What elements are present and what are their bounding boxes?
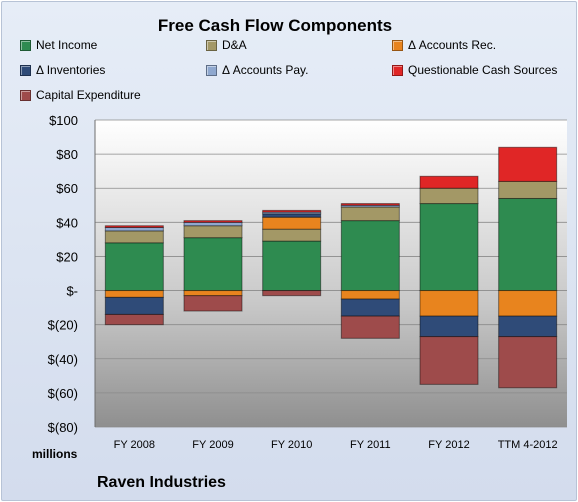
y-tick-label: $(20) bbox=[48, 318, 78, 333]
bar-accounts-rec-fy-2012 bbox=[419, 290, 479, 317]
legend-label: D&A bbox=[222, 38, 247, 52]
bar-accounts-rec-fy-2011 bbox=[340, 290, 400, 300]
bar-inventories-fy-2011 bbox=[340, 298, 400, 317]
bar-capital-expenditure-fy-2009 bbox=[183, 295, 243, 312]
plot-area bbox=[95, 120, 567, 427]
bar-capital-expenditure-fy-2011 bbox=[340, 315, 400, 339]
y-tick-label: $- bbox=[66, 284, 78, 299]
legend-swatch bbox=[20, 89, 31, 101]
bar-d-a-fy-2009 bbox=[183, 225, 243, 239]
bar-net-income-fy-2008 bbox=[104, 242, 164, 292]
legend-swatch bbox=[392, 39, 403, 51]
y-tick-label: $100 bbox=[49, 113, 78, 128]
legend-swatch bbox=[20, 64, 31, 76]
legend-item-accounts-pay: Δ Accounts Pay. bbox=[206, 62, 309, 78]
x-tick-label: FY 2010 bbox=[271, 439, 312, 451]
legend-item-questionable-cash-sources: Questionable Cash Sources bbox=[392, 62, 557, 78]
bar-capital-expenditure-fy-2008 bbox=[104, 313, 164, 326]
bar-d-a-fy-2011 bbox=[340, 206, 400, 222]
bar-questionable-cash-sources-fy-2009 bbox=[183, 220, 243, 223]
legend-item-accounts-rec: Δ Accounts Rec. bbox=[392, 37, 496, 53]
y-tick-label: $20 bbox=[56, 249, 78, 264]
bar-inventories-fy-2010 bbox=[262, 213, 322, 218]
legend-item-capital-expenditure: Capital Expenditure bbox=[20, 87, 141, 103]
legend-label: Δ Accounts Pay. bbox=[222, 63, 309, 77]
legend-swatch bbox=[20, 39, 31, 51]
y-tick-label: $40 bbox=[56, 215, 78, 230]
legend-item-d-a: D&A bbox=[206, 37, 247, 53]
y-tick-label: $60 bbox=[56, 181, 78, 196]
bar-questionable-cash-sources-fy-2011 bbox=[340, 203, 400, 206]
y-tick-label: $(60) bbox=[48, 386, 78, 401]
legend-label: Δ Inventories bbox=[36, 63, 106, 77]
bar-accounts-pay-fy-2010 bbox=[262, 211, 322, 215]
x-tick-label: TTM 4-2012 bbox=[498, 439, 558, 451]
legend-item-inventories: Δ Inventories bbox=[20, 62, 105, 78]
y-tick-label: $80 bbox=[56, 147, 78, 162]
y-tick-label: $(40) bbox=[48, 352, 78, 367]
bar-accounts-rec-fy-2009 bbox=[183, 290, 243, 297]
x-tick-label: FY 2009 bbox=[192, 439, 233, 451]
bar-capital-expenditure-fy-2010 bbox=[262, 290, 322, 297]
bar-questionable-cash-sources-fy-2010 bbox=[262, 209, 322, 213]
x-tick-label: FY 2012 bbox=[428, 439, 469, 451]
bar-d-a-fy-2010 bbox=[262, 228, 322, 242]
bar-questionable-cash-sources-fy-2008 bbox=[104, 225, 164, 228]
bar-d-a-fy-2008 bbox=[104, 230, 164, 244]
bar-accounts-pay-fy-2009 bbox=[183, 221, 243, 227]
bar-accounts-pay-fy-2008 bbox=[104, 226, 164, 232]
legend-label: Capital Expenditure bbox=[36, 88, 141, 102]
bar-accounts-rec-fy-2008 bbox=[104, 290, 164, 298]
bar-questionable-cash-sources-ttm-4-2012 bbox=[498, 146, 558, 182]
bar-d-a-fy-2012 bbox=[419, 187, 479, 205]
bar-net-income-ttm-4-2012 bbox=[498, 197, 558, 292]
bar-net-income-fy-2011 bbox=[340, 220, 400, 292]
legend-label: Net Income bbox=[36, 38, 98, 52]
bar-inventories-fy-2008 bbox=[104, 296, 164, 315]
bar-net-income-fy-2010 bbox=[262, 240, 322, 292]
bar-d-a-ttm-4-2012 bbox=[498, 180, 558, 199]
bar-net-income-fy-2012 bbox=[419, 203, 479, 292]
legend-label: Δ Accounts Rec. bbox=[408, 38, 497, 52]
bar-accounts-rec-ttm-4-2012 bbox=[498, 290, 558, 317]
legend-item-net-income: Net Income bbox=[20, 37, 97, 53]
bar-net-income-fy-2009 bbox=[183, 237, 243, 292]
bar-inventories-fy-2012 bbox=[419, 315, 479, 338]
bar-inventories-ttm-4-2012 bbox=[498, 315, 558, 338]
bar-capital-expenditure-fy-2012 bbox=[419, 336, 479, 385]
x-tick-label: FY 2011 bbox=[350, 439, 391, 451]
company-name: Raven Industries bbox=[97, 474, 226, 491]
bar-capital-expenditure-ttm-4-2012 bbox=[498, 336, 558, 389]
bar-questionable-cash-sources-fy-2012 bbox=[419, 175, 479, 189]
legend-swatch bbox=[206, 64, 217, 76]
x-tick-label: FY 2008 bbox=[114, 439, 155, 451]
units-label: millions bbox=[32, 447, 78, 461]
chart-title: Free Cash Flow Components bbox=[157, 16, 393, 35]
bar-accounts-rec-fy-2010 bbox=[262, 216, 322, 230]
legend-label: Questionable Cash Sources bbox=[408, 63, 558, 77]
legend-swatch bbox=[206, 39, 217, 51]
y-tick-label: $(80) bbox=[48, 420, 78, 435]
legend-swatch bbox=[392, 64, 403, 76]
